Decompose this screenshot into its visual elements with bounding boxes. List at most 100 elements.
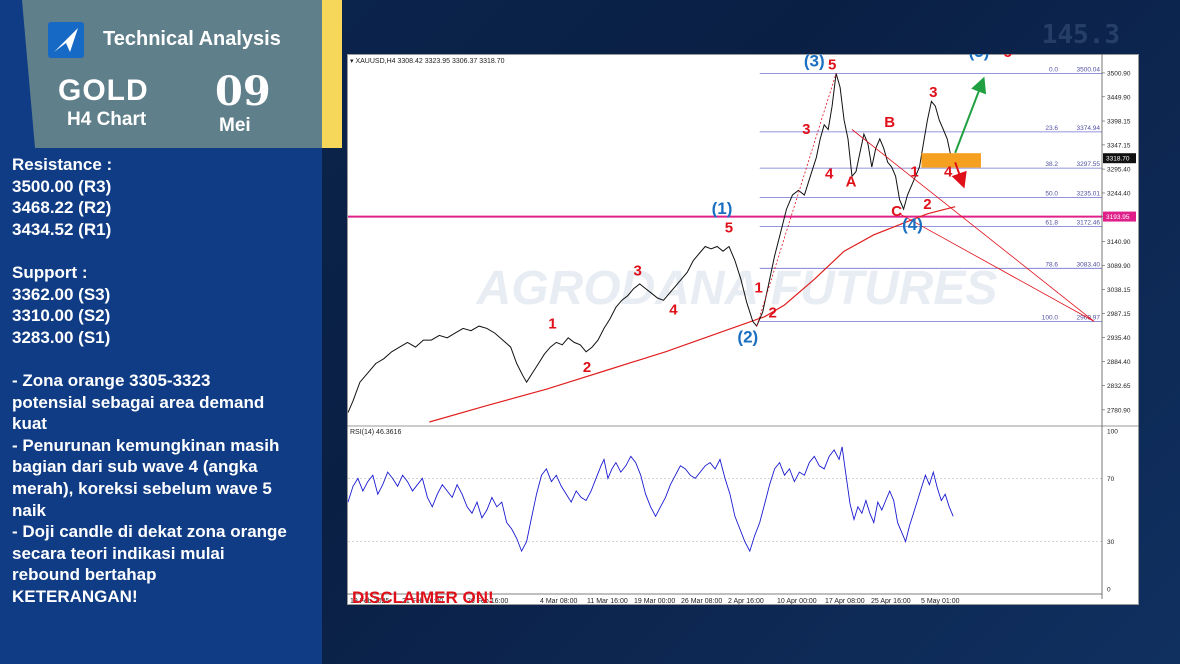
fib-price-label: 3235.01 <box>1077 190 1101 197</box>
trendline <box>899 213 1095 322</box>
y-tick-label: 3295.40 <box>1107 167 1131 174</box>
wave-label: (1) <box>712 199 733 218</box>
moving-average-line <box>429 206 956 423</box>
note-line: naik <box>12 500 47 520</box>
support-level: 3283.00 (S1) <box>12 327 111 347</box>
note-line: rebound bertahap <box>12 565 157 585</box>
wave-label: 2 <box>923 196 931 213</box>
fib-price-label: 3172.46 <box>1077 220 1101 227</box>
arrow-logo-icon <box>48 22 84 58</box>
fib-ratio-label: 61.8 <box>1045 220 1058 227</box>
note-line: kuat <box>12 414 47 434</box>
x-tick-label: 19 Mar 00:00 <box>634 598 675 605</box>
fib-ratio-label: 100.0 <box>1042 314 1059 321</box>
note-line: - Doji candle di dekat zona orange <box>12 522 287 542</box>
support-title: Support : <box>12 262 88 282</box>
fib-ratio-label: 38.2 <box>1045 161 1058 168</box>
wave-label: 1 <box>755 279 763 296</box>
y-tick-label: 3500.90 <box>1107 70 1131 77</box>
wave-label: 3 <box>802 121 810 138</box>
key-level-label: 3193.95 <box>1106 214 1130 221</box>
fib-ratio-label: 78.6 <box>1045 261 1058 268</box>
y-tick-label: 3089.90 <box>1107 263 1131 270</box>
rsi-tick-label: 70 <box>1107 476 1115 483</box>
wave-label: 2 <box>768 305 776 322</box>
y-tick-label: 3347.15 <box>1107 142 1131 149</box>
rsi-tick-label: 100 <box>1107 429 1118 436</box>
support-level: 3362.00 (S3) <box>12 284 111 304</box>
header-title: Technical Analysis <box>103 28 281 50</box>
fib-price-label: 3500.04 <box>1077 66 1101 73</box>
wave-label: 5 <box>828 57 836 74</box>
wave-label: (4) <box>902 215 923 234</box>
analysis-notes: Resistance : 3500.00 (R3) 3468.22 (R2) 3… <box>12 154 317 607</box>
timeframe-label: H4 Chart <box>67 109 147 130</box>
price-series-line <box>347 73 956 413</box>
wave-label: 5 <box>725 219 733 236</box>
note-line: - Zona orange 3305-3323 <box>12 370 211 390</box>
resistance-title: Resistance : <box>12 155 113 174</box>
arrow-up-projection <box>954 76 987 154</box>
wave-label: 3 <box>929 84 937 101</box>
x-tick-label: 25 Apr 16:00 <box>871 598 911 605</box>
key-level-tag <box>1103 211 1136 222</box>
x-tick-label: 21 Feb 16:00 <box>402 598 443 605</box>
y-tick-label: 3449.90 <box>1107 94 1131 101</box>
date-month: Mei <box>219 115 251 136</box>
wave-label: (2) <box>737 327 758 346</box>
fib-price-label: 3297.55 <box>1077 161 1101 168</box>
y-tick-label: 2884.40 <box>1107 359 1131 366</box>
note-line: KETERANGAN! <box>12 586 138 606</box>
rsi-label: RSI(14) 46.3616 <box>350 429 401 436</box>
wave-label: (5) <box>969 54 990 61</box>
symbol-header: ▾ XAUUSD,H4 3308.42 3323.95 3306.37 3318… <box>350 58 505 65</box>
current-price-tag <box>1103 153 1136 164</box>
x-tick-label: 26 Feb 16:00 <box>467 598 508 605</box>
wave-label: 1 <box>548 315 556 332</box>
resistance-level: 3468.22 (R2) <box>12 198 112 218</box>
wave-label: 4 <box>825 166 834 183</box>
wave-label: A <box>846 174 857 191</box>
price-chart: AGRODANA FUTURES 0.0 3500.04 23.6 3374.94 38… <box>347 42 1139 607</box>
current-price-label: 3318.70 <box>1106 156 1130 163</box>
spacer <box>12 240 317 262</box>
rsi-tick-label: 30 <box>1107 539 1115 546</box>
chart-frame: AGRODANA FUTURES 0.0 3500.04 23.6 3374.94 38… <box>347 42 1139 607</box>
wave-label: 3 <box>634 263 642 280</box>
resistance-level: 3500.00 (R3) <box>12 176 112 196</box>
x-tick-label: 19 Feb 2025 <box>350 598 389 605</box>
y-tick-label: 3398.15 <box>1107 119 1131 126</box>
arrow-down-projection <box>951 161 967 189</box>
support-level: 3310.00 (S2) <box>12 306 111 326</box>
x-tick-label: 2 Apr 16:00 <box>728 598 764 605</box>
trendline <box>756 73 837 327</box>
y-tick-label: 3140.90 <box>1107 239 1131 246</box>
y-tick-label: 3244.40 <box>1107 190 1131 197</box>
accent-bar <box>322 0 342 148</box>
background-numbers: 145.3 <box>1041 20 1120 50</box>
x-tick-label: 17 Apr 08:00 <box>825 598 865 605</box>
fib-price-label: 3374.94 <box>1077 125 1101 132</box>
y-tick-label: 2832.65 <box>1107 383 1131 390</box>
instrument-name: GOLD <box>58 74 149 107</box>
fib-price-label: 3083.40 <box>1077 261 1101 268</box>
note-line: merah), koreksi sebelum wave 5 <box>12 478 272 498</box>
resistance-level: 3434.52 (R1) <box>12 219 112 239</box>
y-tick-label: 2935.40 <box>1107 335 1131 342</box>
note-line: potensial sebagai area demand <box>12 392 265 412</box>
wave-label: 5 <box>1004 54 1012 61</box>
x-tick-label: 26 Mar 08:00 <box>681 598 722 605</box>
note-line: bagian dari sub wave 4 (angka <box>12 457 258 477</box>
y-tick-label: 3038.15 <box>1107 287 1131 294</box>
disclaimer-text: DISCLAIMER ON! <box>352 588 494 605</box>
fib-ratio-label: 0.0 <box>1049 66 1058 73</box>
spacer <box>12 348 317 370</box>
rsi-line <box>347 446 954 553</box>
x-tick-label: 11 Mar 16:00 <box>587 598 628 605</box>
x-tick-label: 4 Mar 08:00 <box>540 598 577 605</box>
wave-label: 2 <box>583 359 591 376</box>
date-day: 09 <box>215 68 271 115</box>
note-line: - Penurunan kemungkinan masih <box>12 435 280 455</box>
y-tick-label: 2987.15 <box>1107 311 1131 318</box>
x-tick-label: 10 Apr 00:00 <box>777 598 817 605</box>
